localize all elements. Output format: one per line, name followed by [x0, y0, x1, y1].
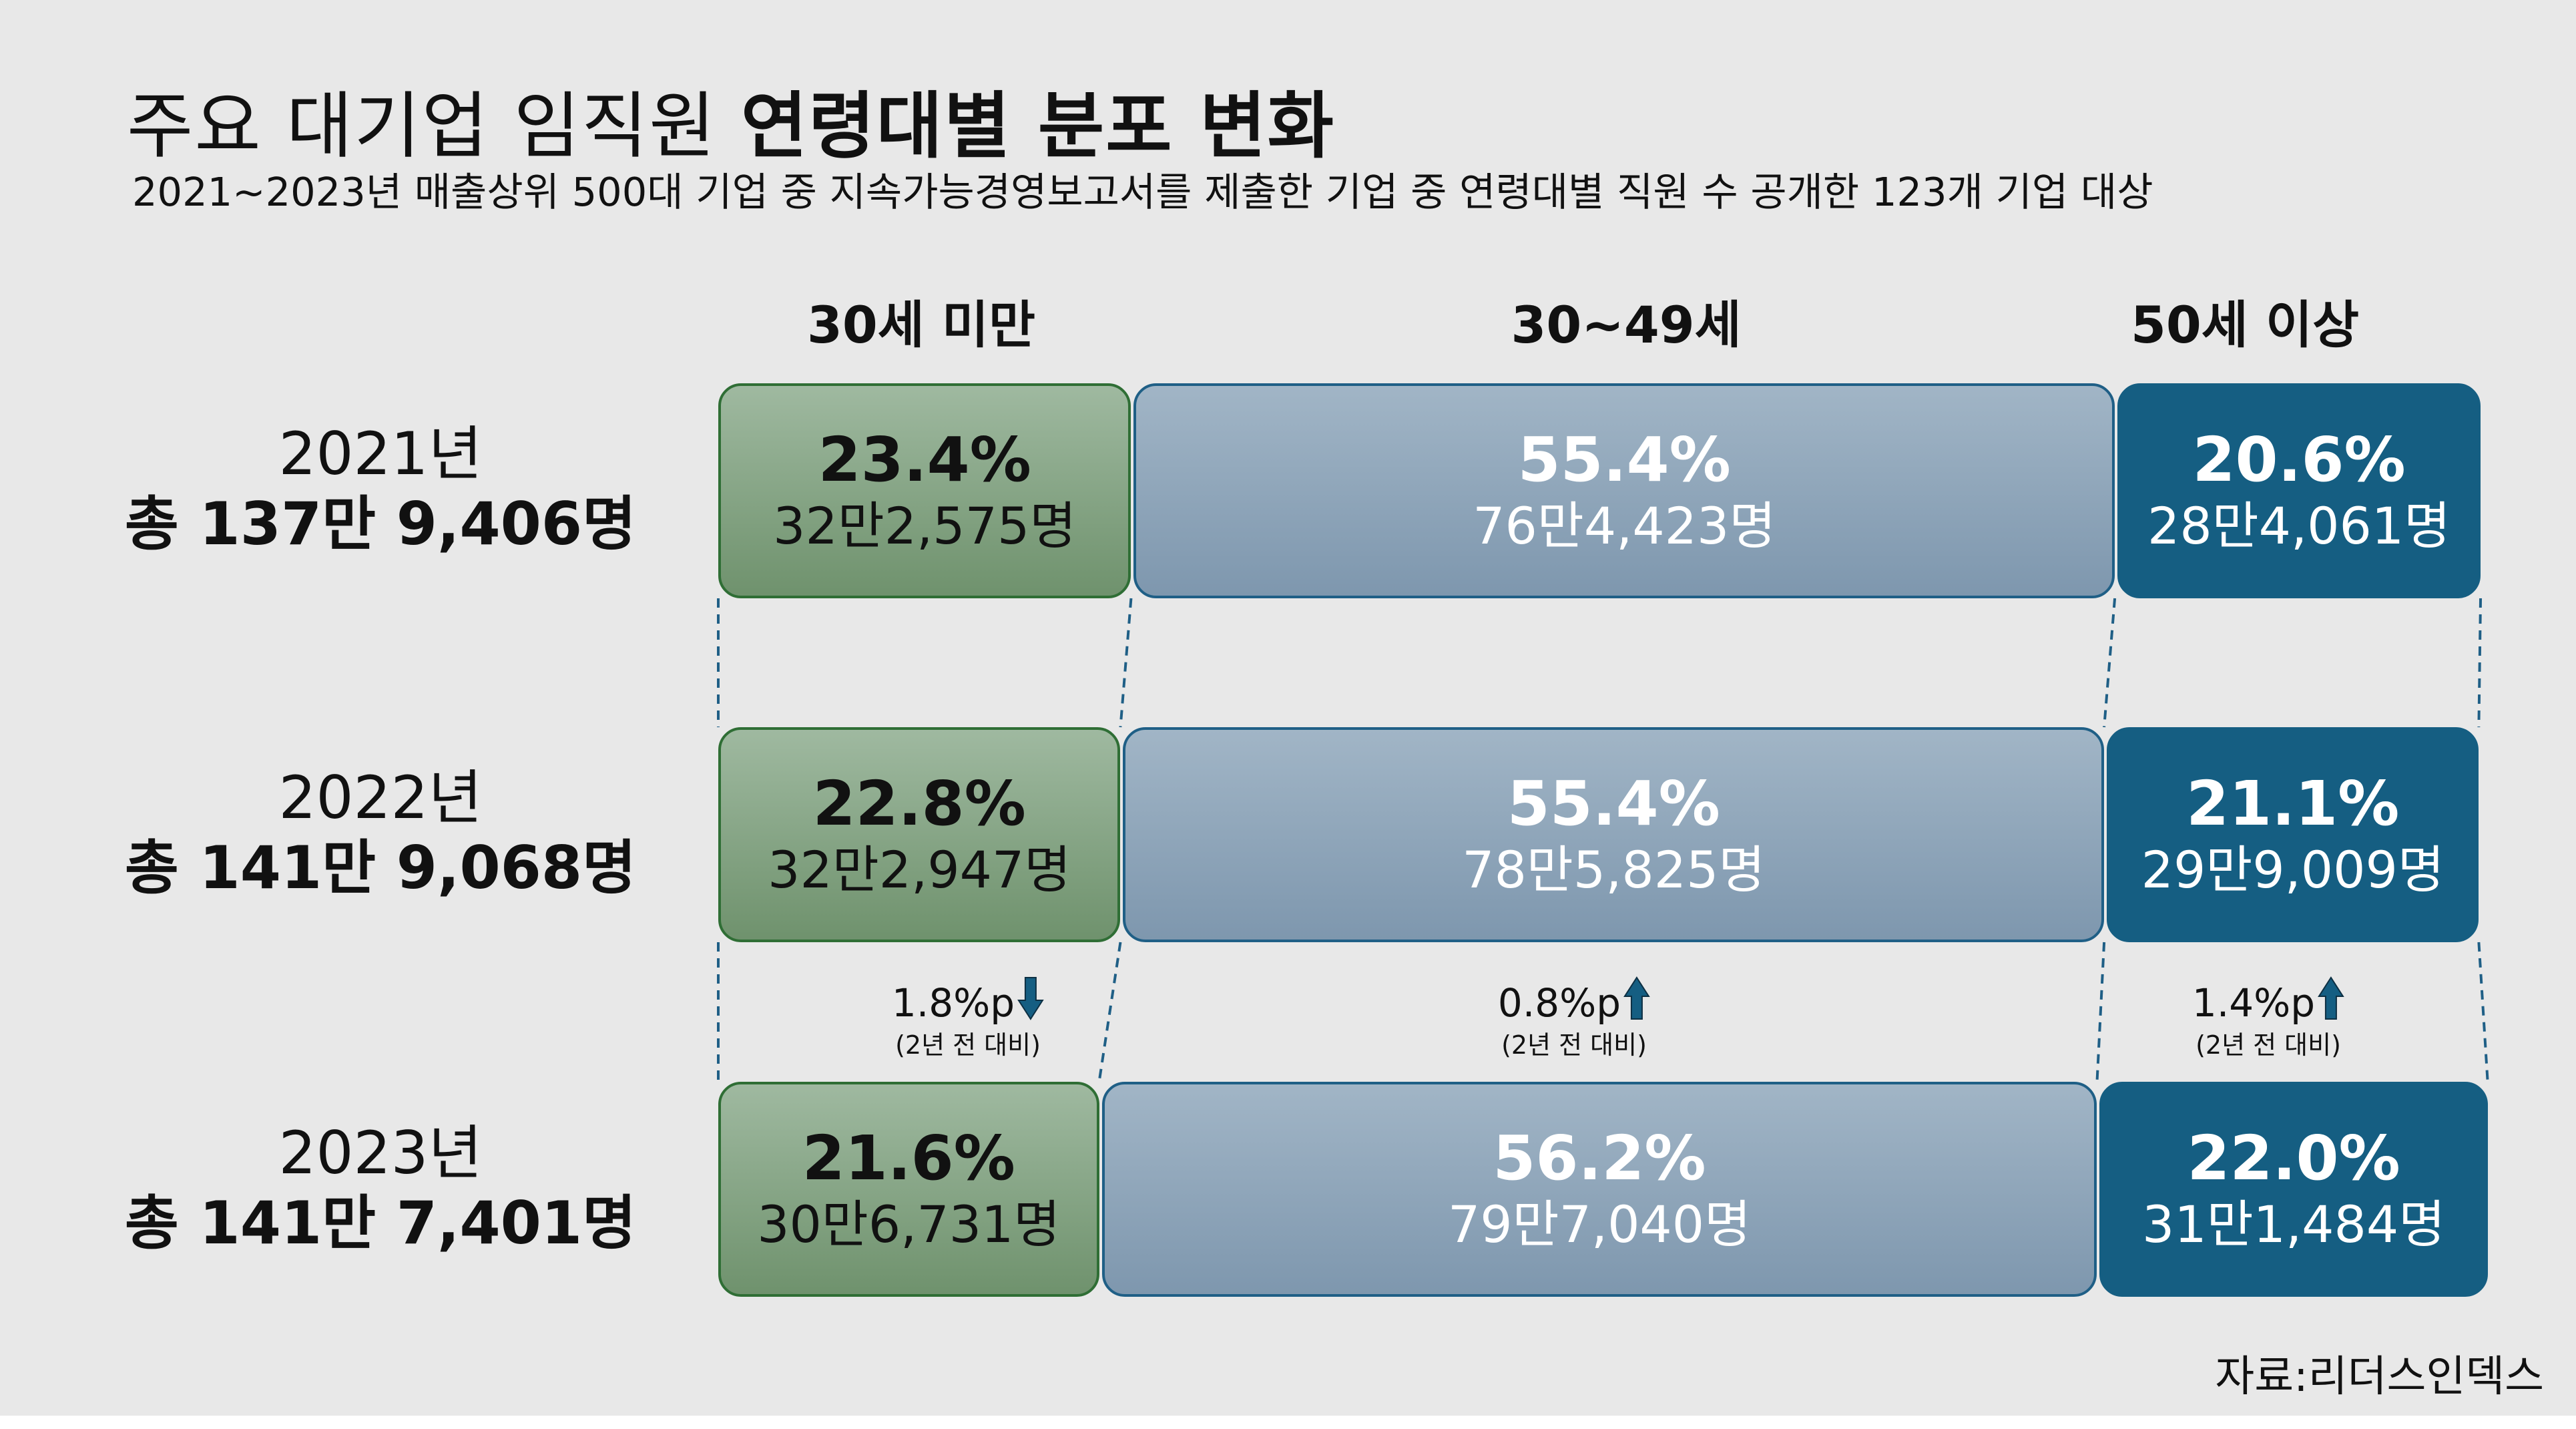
change-note: (2년 전 대비)	[895, 1030, 1041, 1060]
connector-line	[1119, 598, 1133, 728]
change-under30: 1.8%p (2년 전 대비)	[892, 976, 1044, 1061]
change-note: (2년 전 대비)	[2196, 1030, 2341, 1060]
change-over50: 1.4%p (2년 전 대비)	[2192, 976, 2344, 1061]
connector-line	[2103, 598, 2117, 728]
count-label: 76만4,423명	[1473, 496, 1776, 556]
column-header-over50: 50세 이상	[2131, 295, 2359, 355]
down-arrow-icon	[1017, 976, 1044, 1029]
count-label: 31만1,484명	[2142, 1195, 2446, 1254]
percent-label: 21.1%	[2186, 768, 2400, 839]
percent-label: 22.0%	[2187, 1122, 2400, 1194]
count-label: 32만2,947명	[768, 840, 1071, 899]
bar-segment-age30to49: 55.4% 76만4,423명	[1133, 383, 2115, 598]
change-value: 1.4%p	[2192, 980, 2316, 1026]
bar-segment-over50: 20.6% 28만4,061명	[2117, 383, 2481, 598]
bar-segment-over50: 22.0% 31만1,484명	[2099, 1082, 2488, 1297]
connector-line	[1097, 942, 1122, 1082]
change-note: (2년 전 대비)	[1501, 1030, 1647, 1060]
percent-label: 55.4%	[1517, 424, 1731, 495]
year-text: 2021년	[278, 419, 483, 488]
percent-label: 22.8%	[812, 768, 1026, 839]
bar-segment-under30: 23.4% 32만2,575명	[718, 383, 1131, 598]
page-title: 주요 대기업 임직원 연령대별 분포 변화	[127, 68, 1335, 172]
change-value: 1.8%p	[891, 980, 1015, 1026]
connector-line	[2477, 598, 2483, 728]
change-value: 0.8%p	[1497, 980, 1621, 1026]
connector-line	[2095, 942, 2106, 1082]
bar-segment-age30to49: 56.2% 79만7,040명	[1101, 1082, 2097, 1297]
percent-label: 23.4%	[818, 424, 1031, 495]
bar-segment-under30: 22.8% 32만2,947명	[718, 727, 1121, 942]
column-header-30to49: 30~49세	[1511, 295, 1742, 355]
page-subtitle: 2021~2023년 매출상위 500대 기업 중 지속가능경영보고서를 제출한…	[132, 169, 2153, 215]
bar-segment-age30to49: 55.4% 78만5,825명	[1123, 727, 2105, 942]
change-30to49: 0.8%p (2년 전 대비)	[1498, 976, 1650, 1061]
row-label-2022: 2022년 총 141만 9,068명	[125, 765, 636, 905]
percent-label: 55.4%	[1507, 768, 1720, 839]
year-text: 2022년	[278, 763, 483, 832]
count-label: 78만5,825명	[1462, 840, 1766, 899]
count-label: 28만4,061명	[2147, 496, 2451, 556]
count-label: 30만6,731명	[757, 1195, 1061, 1254]
year-text: 2023년	[278, 1118, 483, 1187]
title-light: 주요 대기업 임직원	[127, 85, 717, 168]
up-arrow-icon	[1623, 976, 1650, 1029]
up-arrow-icon	[2318, 976, 2344, 1029]
row-label-2021: 2021년 총 137만 9,406명	[125, 421, 636, 561]
column-header-under30: 30세 미만	[807, 295, 1035, 355]
percent-label: 20.6%	[2192, 424, 2406, 495]
total-text: 총 141만 9,068명	[124, 833, 637, 902]
percent-label: 21.6%	[802, 1122, 1015, 1194]
title-bold: 연령대별 분포 변화	[740, 85, 1335, 168]
count-label: 79만7,040명	[1447, 1195, 1752, 1254]
connector-line	[2477, 942, 2489, 1082]
total-text: 총 137만 9,406명	[124, 489, 637, 558]
count-label: 29만9,009명	[2141, 840, 2444, 899]
bar-segment-under30: 21.6% 30만6,731명	[718, 1082, 1099, 1297]
total-text: 총 141만 7,401명	[124, 1189, 637, 1257]
count-label: 32만2,575명	[773, 496, 1077, 556]
source-credit: 자료:리더스인덱스	[2215, 1352, 2544, 1402]
bar-segment-over50: 21.1% 29만9,009명	[2107, 727, 2479, 942]
row-label-2023: 2023년 총 141만 7,401명	[125, 1120, 636, 1260]
percent-label: 56.2%	[1493, 1122, 1706, 1194]
